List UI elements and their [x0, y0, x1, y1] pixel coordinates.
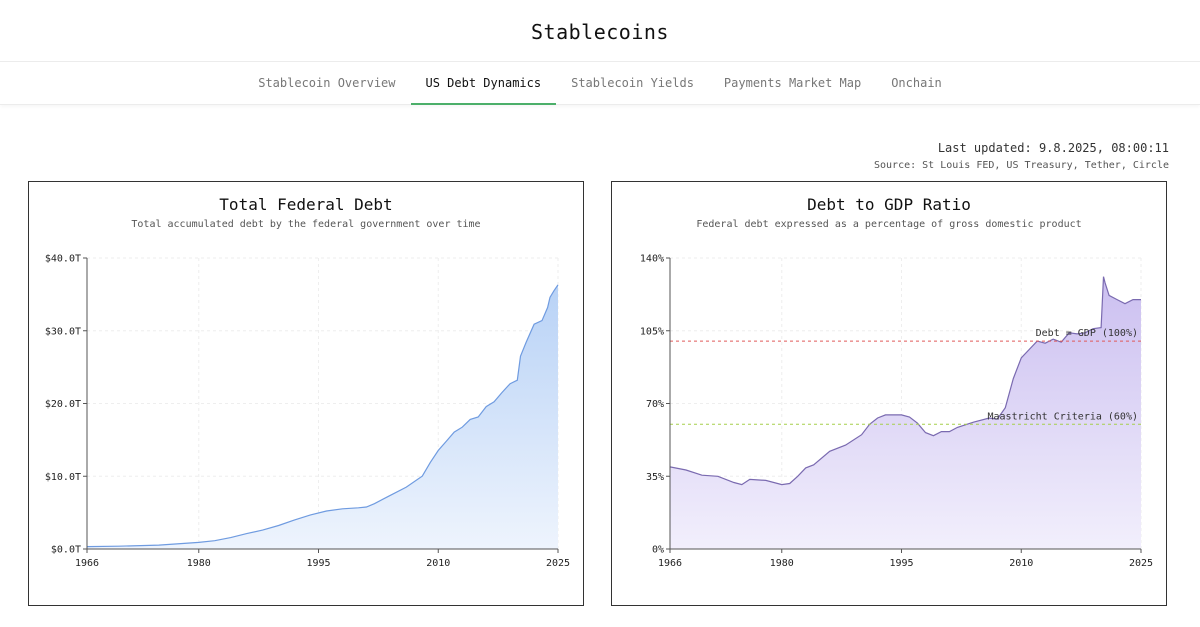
- y-tick-label: $40.0T: [45, 254, 81, 265]
- chart-title: Total Federal Debt: [219, 195, 393, 214]
- y-tick-label: 35%: [646, 472, 664, 483]
- series-area: [87, 284, 558, 549]
- series-line: [669, 276, 1141, 486]
- tab-onchain[interactable]: Onchain: [891, 76, 942, 90]
- reference-line-label: Debt = GDP (100%): [1036, 328, 1138, 339]
- debt-to-gdp-chart: 0% 35% 70% 105% 140% 1966 1980 1995 2010 2025 Debt…: [640, 254, 1153, 570]
- y-tick-label: 0%: [652, 545, 664, 556]
- chart-title: Debt to GDP Ratio: [807, 195, 971, 214]
- tab-us-debt-dynamics[interactable]: US Debt Dynamics: [410, 62, 557, 105]
- x-tick-label: 1980: [187, 558, 211, 569]
- x-tick-label: 1995: [306, 558, 330, 569]
- tab-payments-market-map[interactable]: Payments Market Map: [723, 76, 862, 90]
- series-line: [86, 284, 559, 548]
- x-tick-label: 1966: [75, 558, 99, 569]
- total-federal-debt-chart: $0.0T $10.0T $20.0T $30.0T $40.0T 1966 1980 199…: [45, 254, 570, 570]
- y-tick-label: 70%: [646, 399, 664, 410]
- page-title: Stablecoins: [531, 20, 669, 44]
- y-tick-label: $20.0T: [45, 399, 81, 410]
- x-tick-label: 1980: [770, 558, 794, 569]
- y-tick-label: $10.0T: [45, 472, 81, 483]
- reference-line-label: Maastricht Criteria (60%): [987, 411, 1138, 422]
- chart-subtitle: Federal debt expressed as a percentage o…: [696, 219, 1082, 230]
- data-source: Source: St Louis FED, US Treasury, Tethe…: [873, 160, 1169, 171]
- x-tick-label: 2025: [546, 558, 570, 569]
- y-tick-label: $0.0T: [51, 545, 81, 556]
- chart-card-total-federal-debt: Total Federal Debt Total accumulated deb…: [28, 181, 584, 606]
- chart-card-debt-to-gdp: Debt to GDP Ratio Federal debt expressed…: [611, 181, 1167, 606]
- x-tick-label: 2025: [1129, 558, 1153, 569]
- x-tick-label: 2010: [426, 558, 450, 569]
- x-tick-label: 1995: [889, 558, 913, 569]
- tab-stablecoin-yields[interactable]: Stablecoin Yields: [571, 76, 694, 90]
- last-updated: Last updated: 9.8.2025, 08:00:11: [937, 141, 1169, 155]
- tab-bar: Stablecoin Overview US Debt Dynamics Sta…: [0, 61, 1200, 105]
- chart-subtitle: Total accumulated debt by the federal go…: [131, 219, 481, 230]
- tab-stablecoin-overview[interactable]: Stablecoin Overview: [258, 76, 396, 90]
- x-tick-label: 1966: [658, 558, 682, 569]
- y-tick-label: 105%: [640, 326, 664, 337]
- x-tick-label: 2010: [1009, 558, 1033, 569]
- y-tick-label: $30.0T: [45, 326, 81, 337]
- series-area: [670, 276, 1141, 549]
- y-tick-label: 140%: [640, 254, 664, 265]
